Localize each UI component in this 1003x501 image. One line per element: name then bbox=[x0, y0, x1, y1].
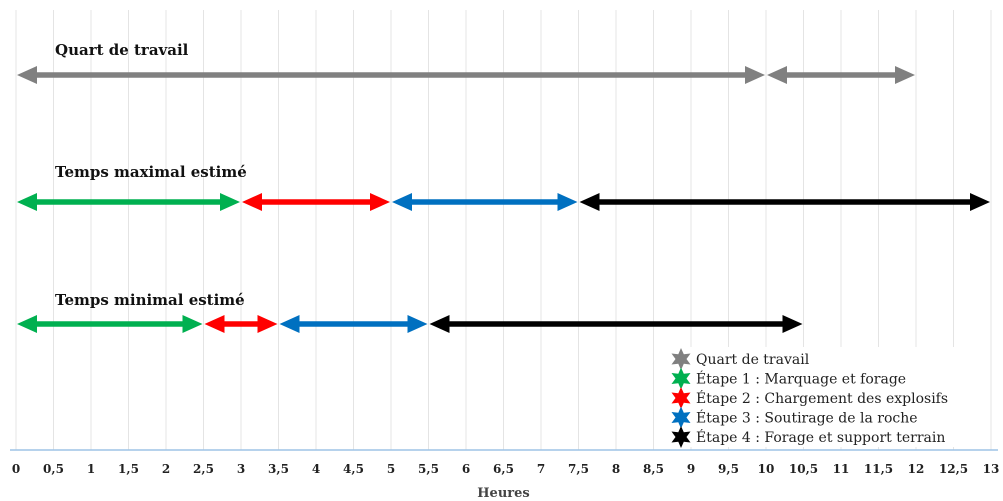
legend-label: Étape 3 : Soutirage de la roche bbox=[696, 409, 918, 427]
legend: Quart de travail Étape 1 : Marquage et fo… bbox=[664, 347, 990, 448]
tick-label: 2 bbox=[162, 462, 170, 476]
tick-label: 5,5 bbox=[418, 462, 439, 476]
legend-label: Étape 4 : Forage et support terrain bbox=[696, 428, 945, 446]
timeline-row: Quart de travail bbox=[17, 41, 915, 84]
x-axis-ticks: 0 0,5 1 1,5 2 2,5 3 3,5 4 4,5 5 5,5 6 6,5 7 7,5 8 8,5 9 9,5… bbox=[12, 462, 1000, 476]
segment-arrow bbox=[767, 66, 915, 84]
tick-label: 9 bbox=[687, 462, 695, 476]
timeline-row: Temps maximal estimé bbox=[17, 163, 990, 211]
segment-arrow bbox=[17, 193, 240, 211]
tick-label: 3 bbox=[237, 462, 245, 476]
legend-marker bbox=[671, 406, 691, 429]
row-title: Quart de travail bbox=[55, 41, 189, 59]
tick-label: 2,5 bbox=[193, 462, 214, 476]
segment-arrow bbox=[242, 193, 390, 211]
legend-label: Quart de travail bbox=[696, 352, 810, 368]
tick-label: 0 bbox=[12, 462, 20, 476]
segment-arrow bbox=[429, 315, 803, 333]
legend-marker bbox=[671, 426, 691, 448]
row-title: Temps maximal estimé bbox=[55, 163, 247, 181]
legend-label: Étape 2 : Chargement des explosifs bbox=[696, 389, 948, 407]
tick-label: 10 bbox=[758, 462, 775, 476]
tick-label: 5 bbox=[387, 462, 395, 476]
tick-label: 13 bbox=[983, 462, 1000, 476]
tick-label: 10,5 bbox=[789, 462, 818, 476]
tick-label: 3,5 bbox=[268, 462, 289, 476]
tick-label: 7 bbox=[537, 462, 545, 476]
timeline-rows: Quart de travail Temps maximal estimé Temp… bbox=[17, 41, 990, 333]
segment-arrow bbox=[392, 193, 578, 211]
timeline-row: Temps minimal estimé bbox=[17, 291, 803, 333]
tick-label: 8 bbox=[612, 462, 620, 476]
tick-label: 12,5 bbox=[939, 462, 968, 476]
tick-label: 11 bbox=[833, 462, 850, 476]
tick-label: 4 bbox=[312, 462, 320, 476]
tick-label: 8,5 bbox=[643, 462, 664, 476]
legend-marker bbox=[671, 367, 691, 390]
legend-marker bbox=[671, 348, 691, 370]
row-title: Temps minimal estimé bbox=[55, 291, 245, 309]
tick-label: 1,5 bbox=[118, 462, 139, 476]
segment-arrow bbox=[279, 315, 428, 333]
tick-label: 11,5 bbox=[864, 462, 893, 476]
tick-label: 1 bbox=[87, 462, 95, 476]
x-axis-title: Heures bbox=[477, 486, 529, 501]
tick-label: 6 bbox=[462, 462, 470, 476]
tick-label: 4,5 bbox=[343, 462, 364, 476]
legend-background bbox=[664, 347, 990, 447]
legend-marker bbox=[671, 387, 691, 409]
legend-label: Étape 1 : Marquage et forage bbox=[696, 370, 906, 388]
tick-label: 9,5 bbox=[718, 462, 739, 476]
segment-arrow bbox=[204, 315, 278, 333]
segment-arrow bbox=[579, 193, 990, 211]
tick-label: 7,5 bbox=[568, 462, 589, 476]
tick-label: 12 bbox=[908, 462, 925, 476]
segment-arrow bbox=[17, 315, 203, 333]
segment-arrow bbox=[17, 66, 765, 84]
tick-label: 0,5 bbox=[43, 462, 64, 476]
tick-label: 6,5 bbox=[493, 462, 514, 476]
